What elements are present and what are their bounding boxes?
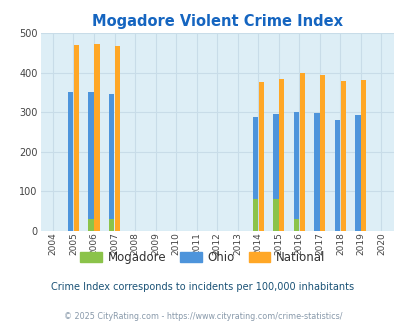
Legend: Mogadore, Ohio, National: Mogadore, Ohio, National	[76, 246, 329, 269]
Bar	[88, 92, 94, 231]
Bar	[252, 199, 258, 231]
Text: Crime Index corresponds to incidents per 100,000 inhabitants: Crime Index corresponds to incidents per…	[51, 282, 354, 292]
Bar	[293, 112, 298, 231]
Bar	[73, 45, 79, 231]
Bar	[360, 80, 366, 231]
Bar	[94, 44, 99, 231]
Bar	[109, 94, 114, 231]
Text: © 2025 CityRating.com - https://www.cityrating.com/crime-statistics/: © 2025 CityRating.com - https://www.city…	[64, 312, 341, 321]
Bar	[313, 113, 319, 231]
Bar	[293, 219, 298, 231]
Bar	[278, 79, 284, 231]
Bar	[68, 92, 73, 231]
Bar	[319, 75, 325, 231]
Bar	[273, 114, 278, 231]
Bar	[252, 116, 258, 231]
Bar	[258, 82, 263, 231]
Bar	[273, 199, 278, 231]
Bar	[334, 120, 339, 231]
Bar	[354, 115, 360, 231]
Bar	[115, 46, 120, 231]
Bar	[340, 81, 345, 231]
Title: Mogadore Violent Crime Index: Mogadore Violent Crime Index	[92, 14, 342, 29]
Bar	[88, 219, 94, 231]
Bar	[109, 219, 114, 231]
Bar	[299, 73, 304, 231]
